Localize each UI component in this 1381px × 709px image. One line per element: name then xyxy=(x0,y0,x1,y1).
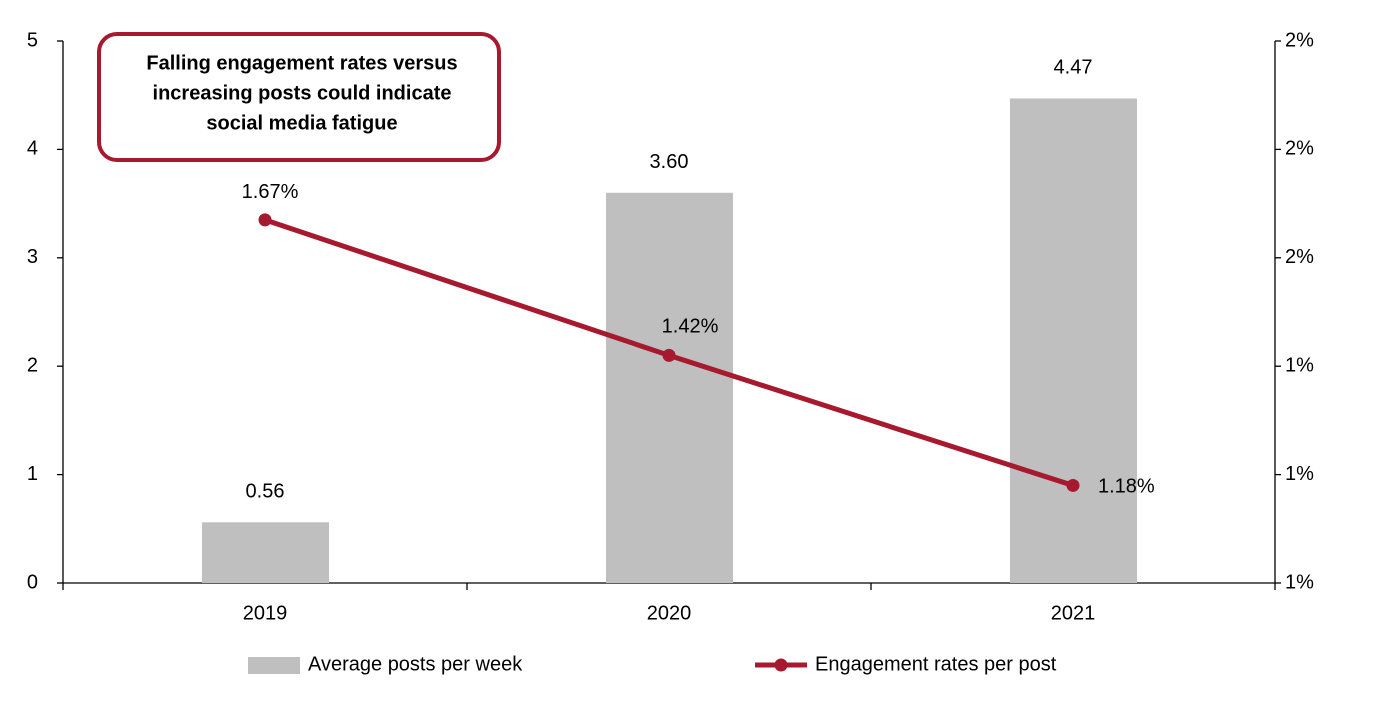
annotation: Falling engagement rates versus xyxy=(146,52,457,74)
y2-tick-label: 2% xyxy=(1285,29,1314,51)
y-tick-label: 2 xyxy=(27,354,38,376)
y2-tick-label: 1% xyxy=(1285,463,1314,485)
line-value-label: 1.42% xyxy=(662,316,719,338)
y2-tick-label: 1% xyxy=(1285,571,1314,593)
bar-value-label: 3.60 xyxy=(650,151,689,173)
y-tick-label: 0 xyxy=(27,571,38,593)
bar-value-label: 0.56 xyxy=(246,481,285,503)
bar xyxy=(202,522,329,583)
legend-swatch xyxy=(248,657,300,674)
line-marker xyxy=(1066,478,1080,492)
y2-tick-label: 2% xyxy=(1285,138,1314,160)
y2-tick-label: 2% xyxy=(1285,246,1314,268)
bar-value-label: 4.47 xyxy=(1054,57,1093,79)
y-tick-label: 3 xyxy=(27,246,38,268)
bar xyxy=(606,192,733,583)
y-tick-label: 4 xyxy=(27,138,38,160)
annotation-box xyxy=(97,32,501,162)
y2-tick-label: 1% xyxy=(1285,354,1314,376)
legend-label: Average posts per week xyxy=(308,653,523,675)
x-tick-label: 2021 xyxy=(1051,602,1096,624)
legend-label: Engagement rates per post xyxy=(815,653,1057,675)
y-tick-label: 1 xyxy=(27,463,38,485)
annotation: increasing posts could indicate xyxy=(153,82,452,104)
y-tick-label: 5 xyxy=(27,29,38,51)
line-marker xyxy=(258,213,272,227)
line-marker xyxy=(662,348,676,362)
x-tick-label: 2020 xyxy=(647,602,692,624)
bar xyxy=(1010,98,1137,584)
line-value-label: 1.18% xyxy=(1098,476,1155,498)
legend-swatch xyxy=(774,658,788,672)
line-value-label: 1.67% xyxy=(242,181,299,203)
x-tick-label: 2019 xyxy=(243,602,288,624)
annotation: social media fatigue xyxy=(206,112,397,134)
